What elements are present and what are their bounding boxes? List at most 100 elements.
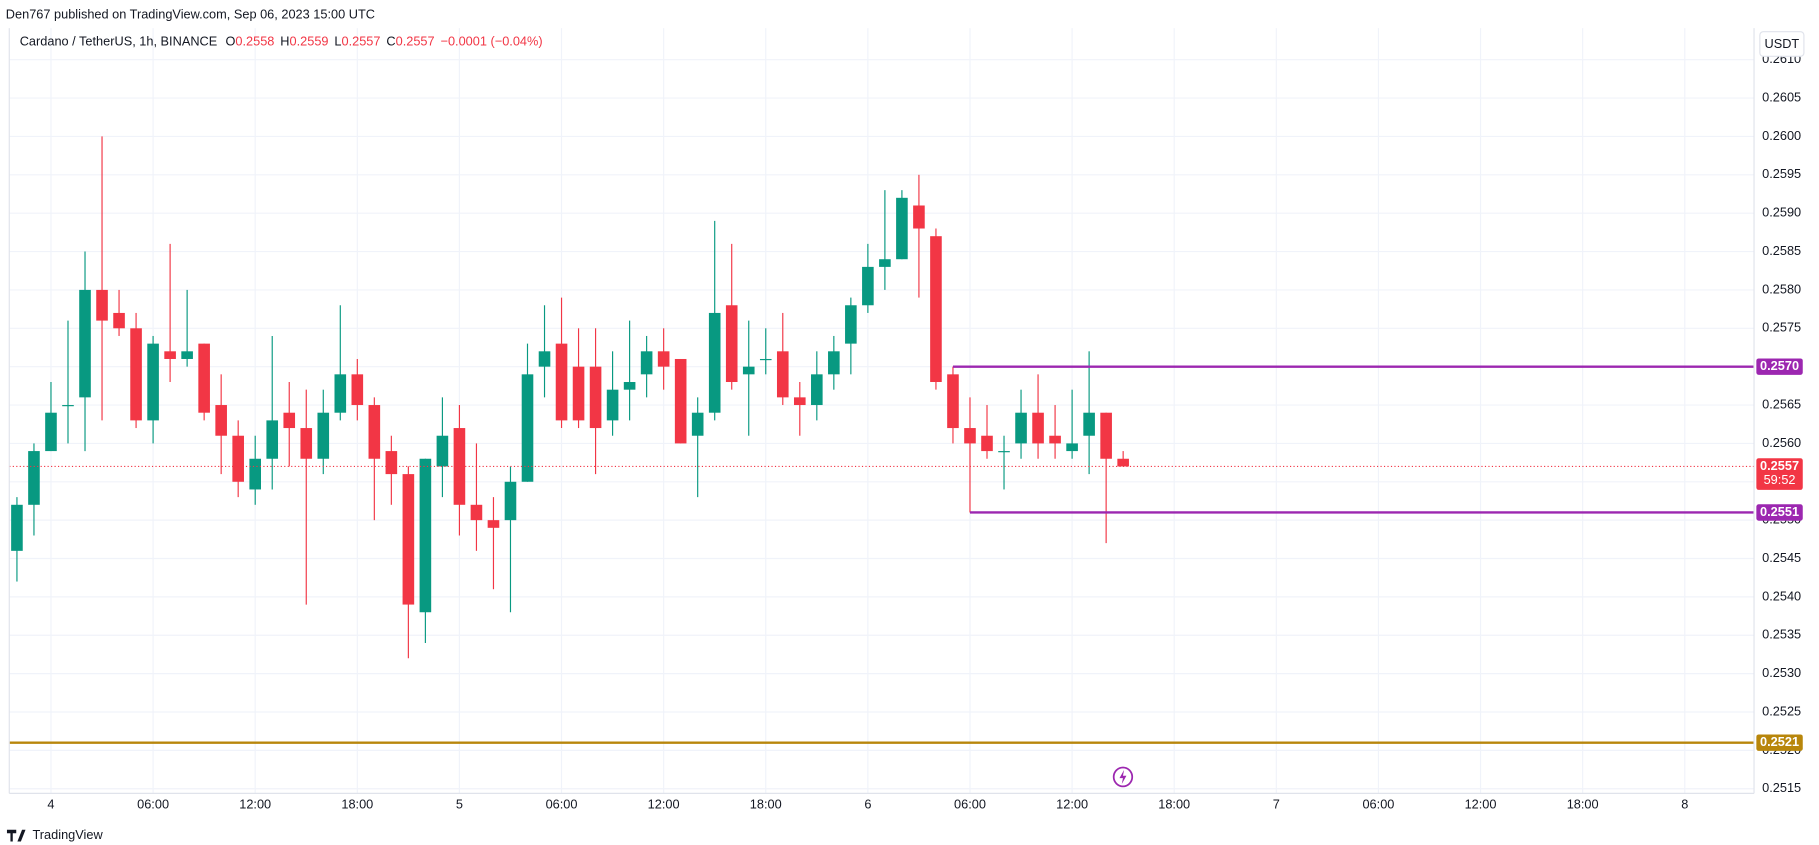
x-tick-label: 06:00	[954, 796, 986, 811]
candle-body	[538, 351, 551, 367]
ohlc-label: O	[225, 34, 235, 49]
candle-body	[793, 397, 806, 406]
candle-body	[79, 289, 91, 398]
y-tick-label: 0.2540	[1762, 588, 1801, 603]
brand-logo	[6, 829, 26, 842]
y-tick-label: 0.2585	[1762, 243, 1801, 258]
candle-body	[862, 266, 874, 306]
plot	[9, 136, 1755, 744]
candle-body	[674, 358, 687, 444]
y-tick-label: 0.2530	[1762, 665, 1801, 680]
countdown: 59:52	[1764, 472, 1796, 487]
x-tick-label: 4	[47, 796, 54, 811]
candle-body	[623, 382, 636, 390]
currency-label[interactable]: USDT	[1765, 36, 1800, 51]
x-tick-label: 7	[1273, 796, 1280, 811]
candle-body	[487, 520, 500, 528]
candle-body	[708, 312, 721, 413]
candle-body	[385, 451, 398, 475]
candle-body	[589, 366, 602, 429]
candle-body	[45, 412, 57, 452]
candle-body	[879, 259, 891, 267]
candle-body	[11, 504, 23, 551]
y-tick-label: 0.2605	[1762, 89, 1801, 104]
brand-name: TradingView	[32, 827, 103, 842]
candle-body	[1015, 412, 1027, 444]
y-tick-label: 0.2560	[1762, 435, 1801, 450]
candle-body	[981, 435, 993, 452]
x-tick-label: 18:00	[750, 796, 782, 811]
x-tick-label: 12:00	[1056, 796, 1088, 811]
candle-body	[96, 289, 108, 321]
candle-body	[164, 351, 176, 359]
candle-body	[811, 374, 823, 406]
last-price-bg	[1756, 458, 1803, 490]
change: −0.0001 (−0.04%)	[441, 34, 543, 49]
x-tick-label: 18:00	[341, 796, 373, 811]
candle-body	[62, 405, 74, 407]
y-tick-label: 0.2535	[1762, 627, 1801, 642]
candle-body	[1117, 458, 1129, 467]
candle-body	[964, 428, 976, 444]
overlay: 0.25150.25200.25250.25300.25350.25400.25…	[47, 51, 1803, 812]
y-tick-label: 0.2545	[1762, 550, 1801, 565]
candle-body	[28, 451, 40, 505]
candle-body	[896, 197, 908, 260]
level-label: 0.2551	[1760, 504, 1799, 519]
candle-body	[913, 205, 925, 229]
candle-body	[828, 351, 840, 375]
y-tick-label: 0.2565	[1762, 396, 1801, 411]
grid	[9, 28, 1755, 794]
ohlc-value: 0.2557	[396, 34, 435, 49]
ohlc-label: C	[386, 34, 395, 49]
candle-body	[1083, 412, 1095, 436]
candle-body	[691, 412, 704, 436]
symbol: Cardano / TetherUS, 1h, BINANCE	[20, 34, 218, 49]
candle-body	[1066, 443, 1078, 452]
event-bolt	[1119, 769, 1127, 784]
candle-body	[453, 428, 466, 505]
currency-button[interactable]	[1759, 31, 1805, 57]
level-label: 0.2570	[1760, 358, 1799, 373]
candle-body	[470, 504, 483, 521]
level-label: 0.2521	[1760, 734, 1799, 749]
candle-body	[640, 351, 653, 375]
y-tick-label: 0.2595	[1762, 166, 1801, 181]
candle-body	[555, 343, 568, 421]
ohlc-label: H	[280, 34, 289, 49]
candle-body	[351, 374, 364, 406]
candle-body	[606, 389, 619, 421]
candle-body	[521, 374, 534, 482]
candle-body	[215, 405, 227, 436]
candle-body	[130, 328, 142, 421]
candle-body	[436, 435, 449, 467]
level-label-bg	[1756, 358, 1803, 375]
candle-body	[334, 374, 347, 413]
candle-body	[147, 343, 159, 421]
candle-body	[759, 358, 772, 361]
ohlc-value: 0.2557	[342, 34, 381, 49]
level-label-bg	[1756, 504, 1803, 521]
y-tick-label: 0.2580	[1762, 281, 1801, 296]
candle-body	[998, 451, 1010, 453]
candle-body	[368, 405, 381, 459]
level-label-bg	[1756, 734, 1803, 751]
x-tick-label: 8	[1681, 796, 1688, 811]
y-tick-label: 0.2590	[1762, 205, 1801, 220]
candle-body	[776, 351, 789, 398]
candle-body	[300, 428, 313, 459]
x-tick-label: 12:00	[239, 796, 271, 811]
candle-body	[742, 366, 755, 375]
y-tick-label: 0.2575	[1762, 320, 1801, 335]
candle-body	[198, 343, 210, 413]
candle-body	[504, 481, 517, 521]
x-tick-label: 06:00	[1362, 796, 1394, 811]
candle-body	[1049, 435, 1061, 444]
published-note: Den767 published on TradingView.com, Sep…	[6, 7, 375, 22]
candle-body	[181, 351, 193, 359]
candle-body	[1100, 412, 1112, 459]
last-price-label: 0.2557	[1760, 458, 1799, 473]
ohlc-value: 0.2559	[290, 34, 329, 49]
